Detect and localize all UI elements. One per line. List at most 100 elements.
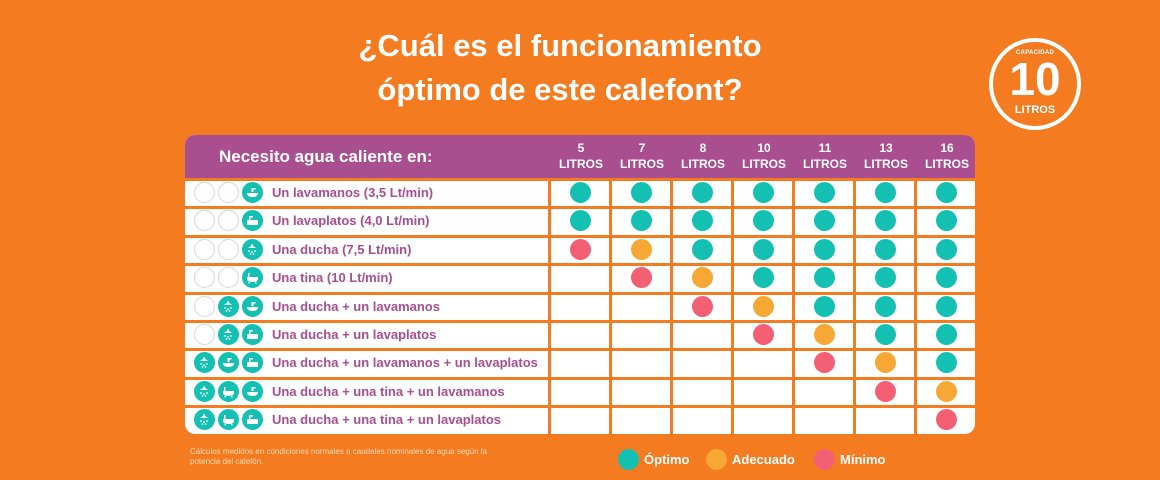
level-dot-optimo	[753, 210, 774, 231]
row-label: Una ducha + un lavamanos + un lavaplatos	[272, 355, 538, 370]
sink-icon	[242, 296, 263, 317]
level-dot-optimo	[875, 296, 896, 317]
level-dot-optimo	[753, 239, 774, 260]
level-dot-adecuado	[692, 267, 713, 288]
shower-icon	[218, 296, 239, 317]
table-row: Un lavaplatos (4,0 Lt/min)	[185, 208, 975, 233]
column-header-number: 8	[672, 140, 734, 156]
column-header-number: 13	[855, 140, 917, 156]
sink-icon	[218, 352, 239, 373]
empty-slot-icon	[218, 210, 239, 231]
row-label: Una ducha + una tina + un lavaplatos	[272, 412, 501, 427]
empty-slot-icon	[194, 239, 215, 260]
legend-dot	[618, 449, 639, 470]
column-header-5: 5 LITROS	[550, 140, 612, 172]
level-dot-adecuado	[814, 324, 835, 345]
empty-slot-icon	[194, 324, 215, 345]
legend-label: Óptimo	[644, 452, 690, 467]
table-header: Necesito agua caliente en: 5 LITROS 7 LITRO…	[185, 135, 975, 178]
column-header-unit: LITROS	[916, 156, 975, 172]
column-header-unit: LITROS	[855, 156, 917, 172]
dishes-icon	[242, 210, 263, 231]
capacity-unit: LITROS	[993, 104, 1077, 116]
level-dot-optimo	[936, 296, 957, 317]
level-dot-optimo	[814, 267, 835, 288]
capacity-value: 10	[993, 54, 1077, 104]
table-row: Un lavamanos (3,5 Lt/min)	[185, 180, 975, 205]
column-header-number: 7	[611, 140, 673, 156]
level-dot-optimo	[936, 324, 957, 345]
sink-icon	[242, 182, 263, 203]
level-dot-optimo	[936, 239, 957, 260]
level-dot-optimo	[570, 210, 591, 231]
level-dot-minimo	[753, 324, 774, 345]
empty-slot-icon	[194, 296, 215, 317]
empty-slot-icon	[218, 182, 239, 203]
level-dot-minimo	[875, 381, 896, 402]
level-dot-adecuado	[875, 352, 896, 373]
level-dot-optimo	[936, 210, 957, 231]
row-label: Un lavaplatos (4,0 Lt/min)	[272, 213, 429, 228]
sink-icon	[242, 381, 263, 402]
empty-slot-icon	[218, 267, 239, 288]
empty-slot-icon	[218, 239, 239, 260]
level-dot-optimo	[936, 182, 957, 203]
level-dot-optimo	[631, 210, 652, 231]
capacity-badge: CAPACIDAD 10 LITROS	[989, 38, 1081, 130]
row-label: Una ducha + un lavaplatos	[272, 327, 436, 342]
level-dot-optimo	[875, 239, 896, 260]
column-header-unit: LITROS	[672, 156, 734, 172]
column-header-unit: LITROS	[611, 156, 673, 172]
table-row: Una ducha + una tina + un lavaplatos	[185, 407, 975, 432]
column-header-16: 16 LITROS	[916, 140, 975, 172]
level-dot-optimo	[875, 210, 896, 231]
usage-icons	[194, 352, 266, 374]
level-dot-minimo	[936, 409, 957, 430]
tub-icon	[242, 267, 263, 288]
table-row: Una tina (10 Lt/min)	[185, 265, 975, 290]
level-dot-optimo	[631, 182, 652, 203]
shower-icon	[194, 381, 215, 402]
table-row: Una ducha + un lavamanos	[185, 294, 975, 319]
column-header-8: 8 LITROS	[672, 140, 734, 172]
usage-table: Necesito agua caliente en: 5 LITROS 7 LITRO…	[185, 135, 975, 434]
usage-icons	[194, 296, 266, 318]
level-dot-adecuado	[936, 381, 957, 402]
column-header-number: 5	[550, 140, 612, 156]
column-header-number: 16	[916, 140, 975, 156]
level-dot-optimo	[814, 296, 835, 317]
level-dot-adecuado	[631, 239, 652, 260]
level-dot-optimo	[936, 267, 957, 288]
level-dot-optimo	[570, 182, 591, 203]
legend-dot	[814, 449, 835, 470]
table-header-label: Necesito agua caliente en:	[219, 147, 433, 167]
dishes-icon	[242, 352, 263, 373]
level-dot-minimo	[814, 352, 835, 373]
title-line-2: óptimo de este calefont?	[230, 68, 890, 112]
row-label: Una ducha (7,5 Lt/min)	[272, 242, 411, 257]
level-dot-optimo	[936, 352, 957, 373]
column-header-10: 10 LITROS	[733, 140, 795, 172]
row-label: Un lavamanos (3,5 Lt/min)	[272, 185, 433, 200]
level-dot-optimo	[814, 210, 835, 231]
empty-slot-icon	[194, 182, 215, 203]
tub-icon	[218, 409, 239, 430]
usage-icons	[194, 210, 266, 232]
level-dot-optimo	[692, 182, 713, 203]
table-row: Una ducha + un lavaplatos	[185, 322, 975, 347]
level-dot-minimo	[631, 267, 652, 288]
table-row: Una ducha (7,5 Lt/min)	[185, 237, 975, 262]
level-dot-optimo	[814, 239, 835, 260]
column-header-7: 7 LITROS	[611, 140, 673, 172]
column-header-11: 11 LITROS	[794, 140, 856, 172]
empty-slot-icon	[194, 267, 215, 288]
usage-icons	[194, 381, 266, 403]
usage-icons	[194, 267, 266, 289]
column-header-number: 10	[733, 140, 795, 156]
table-row: Una ducha + un lavamanos + un lavaplatos	[185, 350, 975, 375]
level-dot-optimo	[753, 267, 774, 288]
row-label: Una ducha + una tina + un lavamanos	[272, 384, 505, 399]
dishes-icon	[242, 324, 263, 345]
dishes-icon	[242, 409, 263, 430]
level-dot-optimo	[875, 267, 896, 288]
